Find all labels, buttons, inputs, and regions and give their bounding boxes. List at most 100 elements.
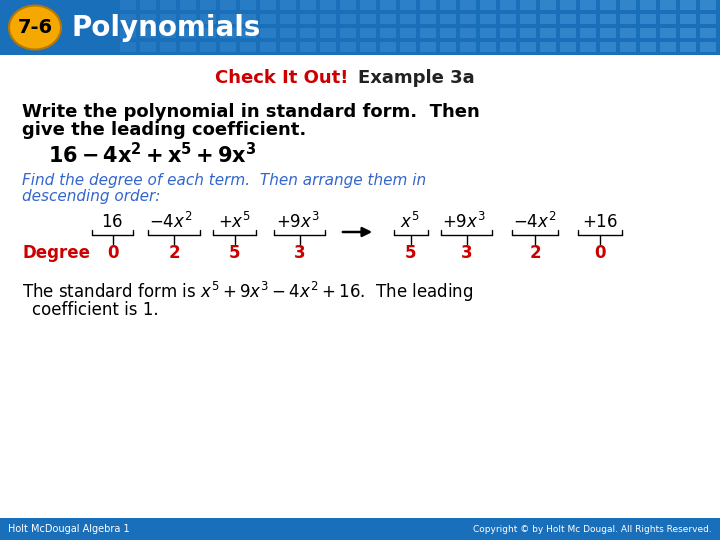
Ellipse shape <box>9 5 61 50</box>
Bar <box>640 14 656 24</box>
Bar <box>680 42 696 52</box>
Bar <box>500 42 516 52</box>
Bar <box>620 0 636 10</box>
Bar <box>220 0 236 10</box>
Bar <box>540 42 556 52</box>
Text: descending order:: descending order: <box>22 188 161 204</box>
Bar <box>160 0 176 10</box>
Bar <box>620 28 636 38</box>
Bar <box>200 28 216 38</box>
Text: 7-6: 7-6 <box>17 18 53 37</box>
Bar <box>280 0 296 10</box>
Text: $- 4x^2$: $- 4x^2$ <box>149 212 193 232</box>
Text: $16$: $16$ <box>101 213 123 231</box>
Text: $+ 16$: $+ 16$ <box>582 213 618 231</box>
Text: 3: 3 <box>461 244 472 262</box>
Bar <box>300 28 316 38</box>
Text: 3: 3 <box>294 244 305 262</box>
Bar <box>260 14 276 24</box>
Bar <box>580 42 596 52</box>
Bar <box>180 14 196 24</box>
Bar <box>300 14 316 24</box>
Bar <box>560 0 576 10</box>
Bar <box>600 28 616 38</box>
Bar <box>560 28 576 38</box>
Bar <box>220 28 236 38</box>
Bar <box>160 42 176 52</box>
Bar <box>160 28 176 38</box>
Bar <box>440 14 456 24</box>
Bar <box>540 28 556 38</box>
Bar <box>340 14 356 24</box>
Bar <box>660 28 676 38</box>
Bar <box>340 42 356 52</box>
Bar <box>260 0 276 10</box>
Text: Check It Out!: Check It Out! <box>215 69 355 87</box>
Text: Degree: Degree <box>22 244 90 262</box>
Bar <box>280 42 296 52</box>
Bar <box>280 28 296 38</box>
Bar <box>520 42 536 52</box>
Bar <box>600 0 616 10</box>
Bar <box>480 14 496 24</box>
Bar <box>360 28 376 38</box>
Text: Find the degree of each term.  Then arrange them in: Find the degree of each term. Then arran… <box>22 172 426 187</box>
Bar <box>240 0 256 10</box>
Bar <box>140 14 156 24</box>
Bar <box>680 14 696 24</box>
Text: $+ 9x^3$: $+ 9x^3$ <box>276 212 320 232</box>
Bar <box>240 42 256 52</box>
Bar <box>340 0 356 10</box>
Bar <box>440 42 456 52</box>
Text: $+ x^5$: $+ x^5$ <box>217 212 251 232</box>
Bar <box>620 14 636 24</box>
Bar <box>620 42 636 52</box>
Bar <box>400 0 416 10</box>
Bar <box>480 0 496 10</box>
Bar <box>640 42 656 52</box>
Bar <box>0 0 720 55</box>
Bar <box>200 0 216 10</box>
Bar <box>500 14 516 24</box>
Bar <box>120 42 136 52</box>
Text: 2: 2 <box>529 244 541 262</box>
Text: Holt McDougal Algebra 1: Holt McDougal Algebra 1 <box>8 524 130 534</box>
Bar <box>300 0 316 10</box>
Bar <box>580 0 596 10</box>
Bar <box>520 14 536 24</box>
Text: The standard form is $x^5 + 9x^3 - 4x^2 + 16$.  The leading: The standard form is $x^5 + 9x^3 - 4x^2 … <box>22 280 474 304</box>
Bar <box>360 14 376 24</box>
Bar <box>580 28 596 38</box>
Bar <box>520 0 536 10</box>
Bar <box>320 14 336 24</box>
Bar <box>600 42 616 52</box>
Text: $+ 9x^3$: $+ 9x^3$ <box>442 212 486 232</box>
Bar <box>320 42 336 52</box>
Bar <box>440 0 456 10</box>
Bar <box>660 0 676 10</box>
Bar <box>240 28 256 38</box>
Text: Example 3a: Example 3a <box>358 69 474 87</box>
Bar <box>700 42 716 52</box>
Bar <box>460 28 476 38</box>
Bar <box>660 14 676 24</box>
Bar <box>260 42 276 52</box>
Bar <box>380 0 396 10</box>
Text: $\mathbf{16 - 4x^2 + x^5 + 9x^3}$: $\mathbf{16 - 4x^2 + x^5 + 9x^3}$ <box>48 143 256 167</box>
Bar <box>540 14 556 24</box>
Bar <box>0 518 720 540</box>
Bar <box>340 28 356 38</box>
Bar <box>700 28 716 38</box>
Bar <box>120 28 136 38</box>
Bar <box>420 42 436 52</box>
Bar <box>380 42 396 52</box>
Text: $- 4x^2$: $- 4x^2$ <box>513 212 557 232</box>
Text: 2: 2 <box>168 244 180 262</box>
Bar <box>700 0 716 10</box>
Bar <box>480 28 496 38</box>
Text: 5: 5 <box>229 244 240 262</box>
Bar <box>640 28 656 38</box>
Bar <box>380 14 396 24</box>
Bar <box>180 28 196 38</box>
Bar <box>460 42 476 52</box>
